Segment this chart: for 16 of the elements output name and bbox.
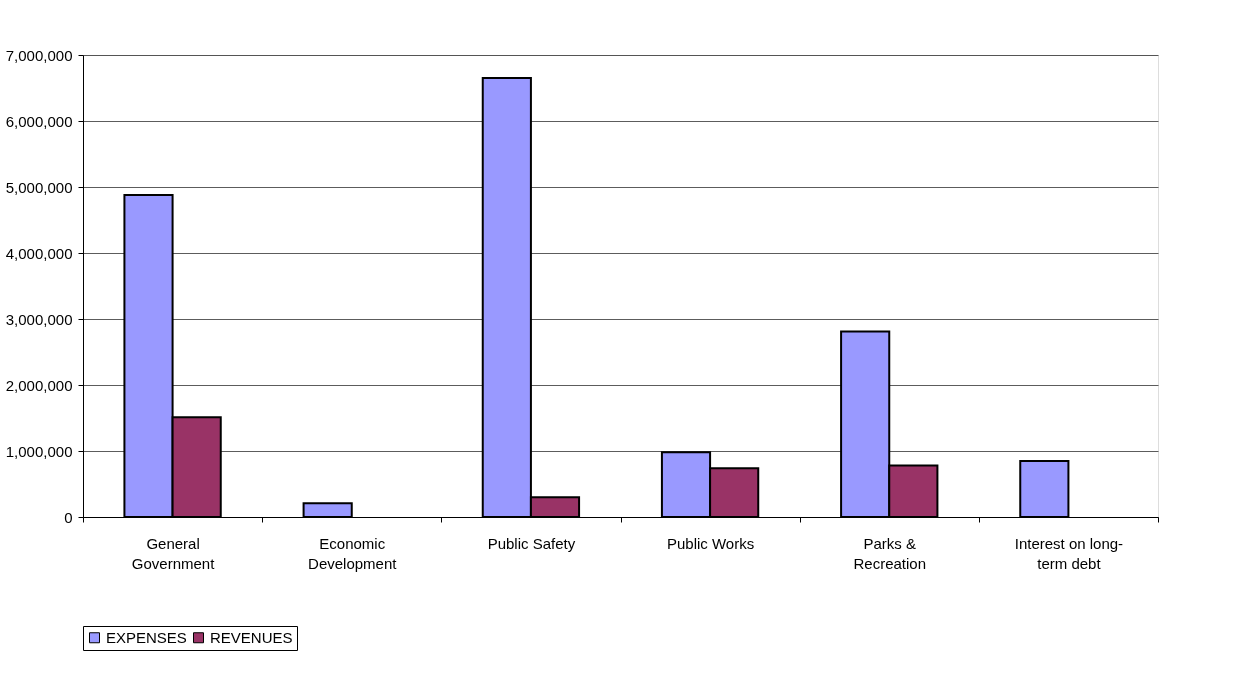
x-tick-label: General Government — [131, 534, 216, 572]
y-tick-label: 3,000,000 — [5, 310, 73, 328]
x-tick-label: Economic Development — [308, 534, 398, 572]
x-tick-label: Parks & Recreation — [853, 534, 927, 572]
y-tick-label: 4,000,000 — [5, 244, 73, 262]
x-tick-label: Public Works — [666, 534, 755, 552]
y-tick-label: 1,000,000 — [5, 442, 73, 460]
legend-label: REVENUES — [210, 628, 293, 646]
y-tick-label: 7,000,000 — [5, 46, 73, 64]
y-tick-label: 2,000,000 — [5, 376, 73, 394]
legend-label: EXPENSES — [106, 628, 187, 646]
y-tick-label: 6,000,000 — [5, 112, 73, 130]
x-tick-label: Public Safety — [487, 534, 576, 552]
y-tick-label: 0 — [64, 508, 73, 526]
y-tick-label: 5,000,000 — [5, 178, 73, 196]
x-tick-label: Interest on long-term debt — [1014, 534, 1124, 572]
